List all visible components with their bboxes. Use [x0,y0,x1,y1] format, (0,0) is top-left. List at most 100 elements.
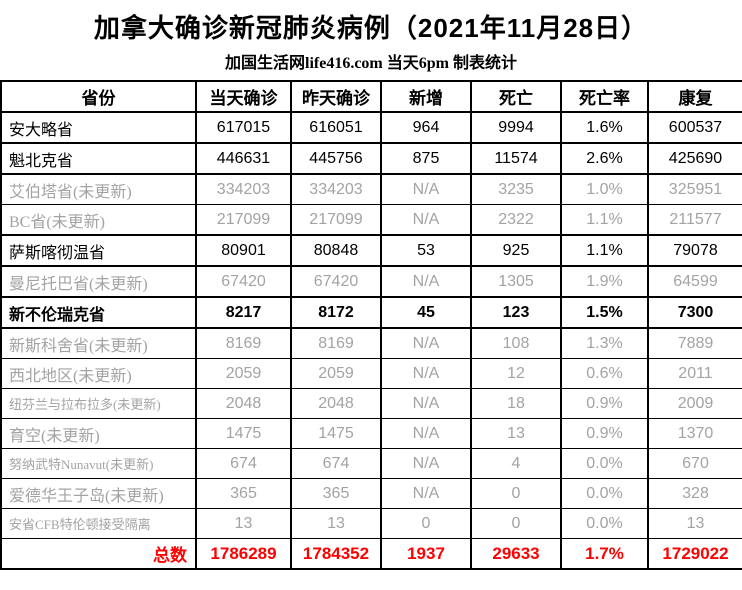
death-rate-cell: 0.6% [560,358,649,389]
table-row: 爱德华王子岛(未更新) 365 365 N/A 0 0.0% 328 [0,478,742,509]
total-today-confirmed-cell: 1786289 [195,538,292,570]
yesterday-confirmed-cell: 67420 [290,265,382,298]
yesterday-confirmed-cell: 2048 [290,388,382,419]
province-cell: 育空(未更新) [0,418,197,449]
today-confirmed-cell: 13 [195,508,292,539]
recovered-cell: 13 [647,508,742,539]
new-cases-cell: N/A [380,448,472,479]
death-rate-cell: 1.6% [560,111,649,144]
yesterday-confirmed-cell: 334203 [290,173,382,205]
today-confirmed-cell: 674 [195,448,292,479]
total-yesterday-confirmed-cell: 1784352 [290,538,382,570]
province-cell: 西北地区(未更新) [0,358,197,389]
recovered-cell: 1370 [647,418,742,449]
recovered-cell: 325951 [647,173,742,205]
province-cell: 新不伦瑞克省 [0,296,197,329]
today-confirmed-cell: 1475 [195,418,292,449]
today-confirmed-cell: 217099 [195,204,292,236]
death-rate-cell: 0.0% [560,448,649,479]
table-row: 魁北克省 446631 445756 875 11574 2.6% 425690 [0,142,742,175]
new-cases-cell: 964 [380,111,472,144]
death-rate-cell: 2.6% [560,142,649,175]
yesterday-confirmed-cell: 8172 [290,296,382,329]
table-row: 育空(未更新) 1475 1475 N/A 13 0.9% 1370 [0,418,742,449]
column-header-death-rate: 死亡率 [560,80,649,113]
recovered-cell: 425690 [647,142,742,175]
deaths-cell: 2322 [470,204,562,236]
today-confirmed-cell: 2059 [195,358,292,389]
page-title: 加拿大确诊新冠肺炎病例（2021年11月28日） [93,13,649,43]
province-cell: 爱德华王子岛(未更新) [0,478,197,509]
deaths-cell: 13 [470,418,562,449]
yesterday-confirmed-cell: 616051 [290,111,382,144]
yesterday-confirmed-cell: 2059 [290,358,382,389]
deaths-cell: 3235 [470,173,562,205]
new-cases-cell: N/A [380,204,472,236]
deaths-cell: 123 [470,296,562,329]
column-header-deaths: 死亡 [470,80,562,113]
deaths-cell: 1305 [470,265,562,298]
province-cell: 纽芬兰与拉布拉多(未更新) [0,388,197,419]
recovered-cell: 328 [647,478,742,509]
province-cell: 萨斯喀彻温省 [0,234,197,267]
recovered-cell: 600537 [647,111,742,144]
deaths-cell: 9994 [470,111,562,144]
yesterday-confirmed-cell: 365 [290,478,382,509]
table-row: 纽芬兰与拉布拉多(未更新) 2048 2048 N/A 18 0.9% 2009 [0,388,742,419]
recovered-cell: 79078 [647,234,742,267]
column-header-today-confirmed: 当天确诊 [195,80,292,113]
death-rate-cell: 0.9% [560,388,649,419]
total-label-cell: 总数 [0,538,197,570]
total-deaths-cell: 29633 [470,538,562,570]
table-header-row: 省份 当天确诊 昨天确诊 新增 死亡 死亡率 康复 [0,80,742,113]
today-confirmed-cell: 2048 [195,388,292,419]
new-cases-cell: N/A [380,418,472,449]
yesterday-confirmed-cell: 80848 [290,234,382,267]
death-rate-cell: 0.9% [560,418,649,449]
new-cases-cell: 45 [380,296,472,329]
province-cell: BC省(未更新) [0,204,197,236]
table-row: 曼尼托巴省(未更新) 67420 67420 N/A 1305 1.9% 64599 [0,265,742,298]
province-cell: 魁北克省 [0,142,197,175]
today-confirmed-cell: 334203 [195,173,292,205]
deaths-cell: 11574 [470,142,562,175]
table-row: 新不伦瑞克省 8217 8172 45 123 1.5% 7300 [0,296,742,329]
column-header-recovered: 康复 [647,80,742,113]
yesterday-confirmed-cell: 217099 [290,204,382,236]
recovered-cell: 7300 [647,296,742,329]
deaths-cell: 108 [470,327,562,359]
column-header-new-cases: 新增 [380,80,472,113]
recovered-cell: 64599 [647,265,742,298]
new-cases-cell: 53 [380,234,472,267]
new-cases-cell: N/A [380,478,472,509]
province-cell: 艾伯塔省(未更新) [0,173,197,205]
province-cell: 安省CFB特伦顿接受隔离 [0,508,197,539]
table-total-row: 总数 1786289 1784352 1937 29633 1.7% 1729022 [0,538,742,570]
today-confirmed-cell: 617015 [195,111,292,144]
death-rate-cell: 0.0% [560,508,649,539]
deaths-cell: 925 [470,234,562,267]
table-row: 萨斯喀彻温省 80901 80848 53 925 1.1% 79078 [0,234,742,267]
total-new-cases-cell: 1937 [380,538,472,570]
recovered-cell: 7889 [647,327,742,359]
death-rate-cell: 1.1% [560,234,649,267]
table-row: BC省(未更新) 217099 217099 N/A 2322 1.1% 211577 [0,204,742,236]
yesterday-confirmed-cell: 13 [290,508,382,539]
deaths-cell: 4 [470,448,562,479]
recovered-cell: 670 [647,448,742,479]
deaths-cell: 12 [470,358,562,389]
today-confirmed-cell: 8169 [195,327,292,359]
total-recovered-cell: 1729022 [647,538,742,570]
covid-report-page: 加拿大确诊新冠肺炎病例（2021年11月28日） 加国生活网life416.co… [0,8,742,570]
column-header-yesterday-confirmed: 昨天确诊 [290,80,382,113]
recovered-cell: 211577 [647,204,742,236]
table-row: 新斯科舍省(未更新) 8169 8169 N/A 108 1.3% 7889 [0,327,742,359]
new-cases-cell: N/A [380,265,472,298]
deaths-cell: 0 [470,478,562,509]
yesterday-confirmed-cell: 674 [290,448,382,479]
death-rate-cell: 1.9% [560,265,649,298]
today-confirmed-cell: 67420 [195,265,292,298]
today-confirmed-cell: 365 [195,478,292,509]
page-subtitle: 加国生活网life416.com 当天6pm 制表统计 [225,55,517,72]
province-cell: 努纳武特Nunavut(未更新) [0,448,197,479]
